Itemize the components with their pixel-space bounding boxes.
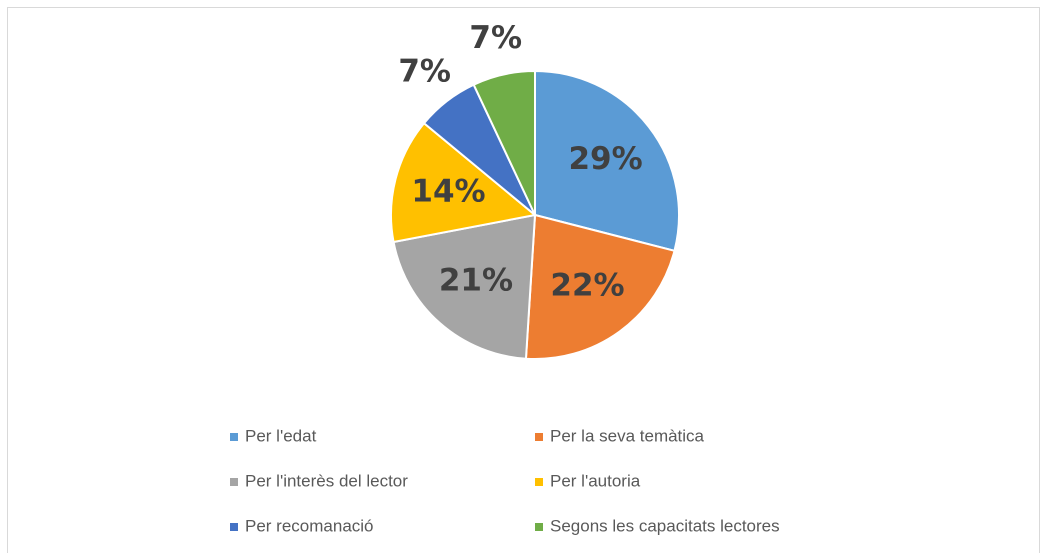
- legend-label: Per l'interès del lector: [245, 471, 408, 490]
- legend-label: Per recomanació: [245, 516, 374, 535]
- legend-marker: [230, 478, 238, 486]
- data-label: 7%: [469, 20, 522, 56]
- legend-marker: [230, 433, 238, 441]
- legend-marker: [535, 523, 543, 531]
- data-label: 14%: [411, 173, 485, 209]
- pie-slice: [524, 213, 676, 360]
- legend-label: Per l'autoria: [550, 471, 641, 490]
- legend-marker: [535, 478, 543, 486]
- legend-label: Per la seva temàtica: [550, 426, 705, 445]
- legend-marker: [535, 433, 543, 441]
- pie-slice: [392, 213, 537, 360]
- legend-label: Segons les capacitats lectores: [550, 516, 780, 535]
- pie-slice: [390, 121, 538, 244]
- data-label: 21%: [439, 262, 513, 298]
- data-label: 22%: [550, 268, 624, 304]
- pie-slice: [534, 69, 680, 253]
- legend-label: Per l'edat: [245, 426, 317, 445]
- legend-marker: [230, 523, 238, 531]
- pie-slice: [472, 69, 536, 216]
- data-label: 7%: [398, 53, 451, 89]
- data-label: 29%: [568, 141, 642, 177]
